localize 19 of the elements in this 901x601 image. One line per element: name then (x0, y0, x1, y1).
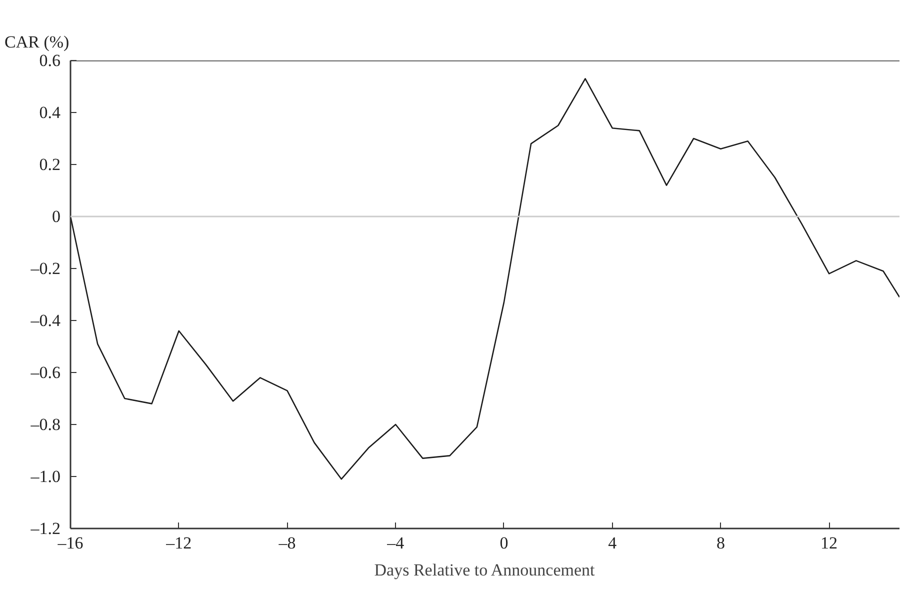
line-series (70, 78, 900, 480)
y-tick-label: –0.6 (30, 363, 60, 382)
x-tick-label: –4 (386, 534, 405, 552)
y-tick-label: 0.6 (39, 51, 60, 70)
x-tick-label: 8 (716, 534, 725, 552)
y-tick-label: 0 (52, 207, 60, 226)
y-tick-label: –1.0 (30, 467, 60, 486)
x-tick-label: –12 (165, 534, 192, 552)
x-tick-label: –8 (278, 534, 296, 552)
x-tick-label: 12 (820, 534, 838, 552)
y-tick-label: 0.4 (39, 103, 61, 122)
y-axis-title: CAR (%) (4, 32, 70, 52)
y-tick-label: –0.4 (30, 311, 61, 330)
x-tick-label: 4 (608, 534, 618, 552)
x-tick-label: 0 (500, 534, 508, 552)
y-tick-label: –0.2 (30, 259, 60, 278)
y-tick-label: 0.2 (39, 155, 60, 174)
y-tick-label: –0.8 (30, 415, 60, 434)
x-axis-title: Days Relative to Announcement (374, 560, 596, 580)
